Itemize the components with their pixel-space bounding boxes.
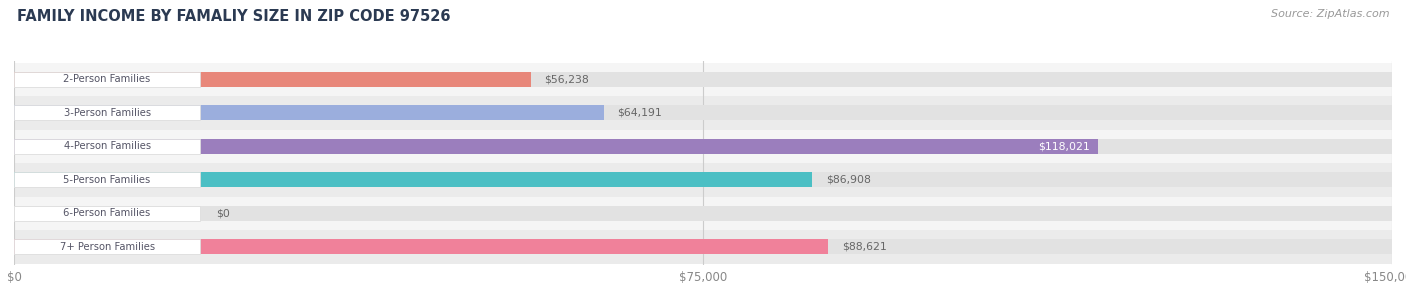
Bar: [14, 172, 813, 188]
Text: 4-Person Families: 4-Person Families: [63, 142, 150, 151]
Bar: [14, 96, 1392, 130]
Text: 6-Person Families: 6-Person Families: [63, 208, 150, 218]
Bar: [14, 206, 1392, 221]
Text: 3-Person Families: 3-Person Families: [63, 108, 150, 118]
Bar: [14, 130, 1392, 163]
Text: $118,021: $118,021: [1038, 142, 1090, 151]
Bar: [14, 239, 1392, 254]
Bar: [14, 172, 1392, 188]
Bar: [14, 72, 1392, 87]
Text: $0: $0: [217, 208, 231, 218]
Text: $64,191: $64,191: [617, 108, 662, 118]
Bar: [14, 72, 200, 87]
Text: Source: ZipAtlas.com: Source: ZipAtlas.com: [1271, 9, 1389, 19]
Bar: [14, 239, 200, 254]
Bar: [14, 206, 200, 221]
Text: $88,621: $88,621: [842, 242, 887, 252]
Text: 2-Person Families: 2-Person Families: [63, 74, 150, 84]
Text: 5-Person Families: 5-Person Families: [63, 175, 150, 185]
Bar: [14, 230, 1392, 264]
Text: $86,908: $86,908: [827, 175, 872, 185]
Text: FAMILY INCOME BY FAMALIY SIZE IN ZIP CODE 97526: FAMILY INCOME BY FAMALIY SIZE IN ZIP COD…: [17, 9, 450, 24]
Bar: [14, 139, 1098, 154]
Bar: [14, 63, 1392, 96]
Text: $56,238: $56,238: [544, 74, 589, 84]
Bar: [14, 239, 828, 254]
Bar: [14, 106, 603, 120]
Bar: [14, 139, 200, 154]
Bar: [14, 172, 200, 188]
Text: 7+ Person Families: 7+ Person Families: [59, 242, 155, 252]
Bar: [14, 106, 1392, 120]
Bar: [14, 139, 1392, 154]
Bar: [14, 106, 200, 120]
Bar: [14, 163, 1392, 197]
Bar: [14, 72, 530, 87]
Bar: [14, 197, 1392, 230]
